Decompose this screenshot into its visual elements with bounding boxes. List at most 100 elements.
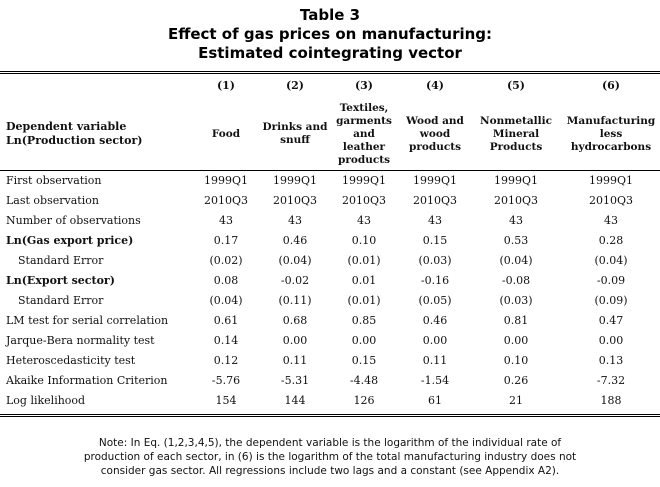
- table-cell: 0.85: [351, 313, 377, 327]
- column-header-line: less: [599, 127, 623, 140]
- table-cell: (0.01): [347, 293, 381, 307]
- table-cell: -0.08: [501, 273, 531, 287]
- table-cell: 61: [428, 393, 442, 407]
- table-row: Number of observations 43 43 43 43 43 43: [0, 210, 660, 230]
- column-header-line: products: [337, 153, 390, 166]
- top-rule-2: [0, 73, 660, 74]
- column-header: Drinks and snuff: [262, 98, 328, 170]
- title-line-3: Estimated cointegrating vector: [198, 44, 462, 62]
- table-cell: -0.02: [280, 273, 310, 287]
- table-cell: 0.10: [351, 233, 377, 247]
- column-header-line: Manufacturing: [566, 114, 656, 127]
- table-cell: (0.03): [499, 293, 533, 307]
- title-line-1: Table 3: [299, 6, 361, 24]
- note-line-3: consider gas sector. All regressions inc…: [100, 465, 560, 477]
- column-number: (3): [354, 78, 374, 92]
- table-cell: (0.03): [418, 253, 452, 267]
- column-header-line: products: [408, 140, 461, 153]
- table-row: Ln(Gas export price) 0.17 0.46 0.10 0.15 0.53…: [0, 230, 660, 250]
- table-cell: 0.46: [422, 313, 448, 327]
- table-row: Standard Error (0.02) (0.04) (0.01) (0.03) (0…: [0, 250, 660, 270]
- table-cell: 0.00: [282, 333, 308, 347]
- table-row: Ln(Export sector) 0.08 -0.02 0.01 -0.16 -0.08…: [0, 270, 660, 290]
- table-cell: 1999Q1: [493, 173, 538, 187]
- column-number: (4): [425, 78, 445, 92]
- column-number-row: (1) (2) (3) (4) (5) (6): [0, 72, 660, 98]
- table-cell: 0.14: [213, 333, 239, 347]
- table-cell: 0.17: [213, 233, 239, 247]
- column-header-line: garments: [336, 114, 392, 127]
- table-cell: 0.13: [598, 353, 624, 367]
- table-cell: 0.47: [598, 313, 624, 327]
- title-line-2: Effect of gas prices on manufacturing:: [167, 25, 493, 43]
- column-header-line: wood: [419, 127, 451, 140]
- row-label: Heteroscedasticity test: [6, 353, 136, 367]
- table-row: Heteroscedasticity test 0.12 0.11 0.15 0.11 0…: [0, 350, 660, 370]
- column-number: (6): [601, 78, 621, 92]
- table-note: Note: In Eq. (1,2,3,4,5), the dependent …: [40, 436, 620, 478]
- table-cell: 0.08: [213, 273, 239, 287]
- table-cell: 0.01: [351, 273, 377, 287]
- table-cell: 0.11: [422, 353, 448, 367]
- row-label: Jarque-Bera normality test: [6, 333, 155, 347]
- table-cell: 0.00: [503, 333, 529, 347]
- row-label: Ln(Gas export price): [6, 233, 134, 247]
- table-cell: 0.81: [503, 313, 529, 327]
- column-header-line: Textiles,: [339, 101, 389, 114]
- table-cell: 1999Q1: [588, 173, 633, 187]
- table-cell: (0.11): [278, 293, 312, 307]
- table-cell: 2010Q3: [588, 193, 633, 207]
- row-label: Standard Error: [18, 293, 104, 307]
- column-number: (2): [285, 78, 305, 92]
- table-cell: -7.32: [596, 373, 626, 387]
- table-cell: (0.09): [594, 293, 628, 307]
- table-cell: 0.28: [598, 233, 624, 247]
- column-header-line: snuff: [280, 134, 310, 146]
- table-title: Table 3 Effect of gas prices on manufact…: [0, 6, 660, 63]
- table-cell: (0.01): [347, 253, 381, 267]
- column-header-row: Dependent variable Ln(Production sector)…: [0, 98, 660, 170]
- row-label: First observation: [6, 173, 102, 187]
- table-cell: 43: [357, 213, 371, 227]
- table-cell: 2010Q3: [341, 193, 386, 207]
- column-header-line: leather: [342, 140, 386, 153]
- table-cell: 0.12: [213, 353, 239, 367]
- table-cell: 43: [288, 213, 302, 227]
- table-cell: 144: [284, 393, 306, 407]
- table-cell: 2010Q3: [412, 193, 457, 207]
- table-cell: (0.04): [278, 253, 312, 267]
- table-cell: 0.00: [598, 333, 624, 347]
- column-header-line: Wood and: [406, 114, 464, 127]
- bottom-rule-1: [0, 414, 660, 415]
- table-cell: -0.09: [596, 273, 626, 287]
- dependent-variable-label: Dependent variable Ln(Production sector): [0, 98, 190, 170]
- row-label: Standard Error: [18, 253, 104, 267]
- header-rule: [0, 170, 660, 171]
- table-cell: 0.26: [503, 373, 529, 387]
- column-header-line: hydrocarbons: [570, 140, 652, 153]
- table-row: Akaike Information Criterion -5.76 -5.31 -4…: [0, 370, 660, 390]
- row-label: Ln(Export sector): [6, 273, 115, 287]
- table-cell: (0.04): [594, 253, 628, 267]
- table-cell: 2010Q3: [493, 193, 538, 207]
- header-label-line: Ln(Production sector): [6, 134, 143, 147]
- table-row: Jarque-Bera normality test 0.14 0.00 0.00 0.…: [0, 330, 660, 350]
- row-label: Number of observations: [6, 213, 141, 227]
- bottom-rule-2: [0, 416, 660, 417]
- table-row: LM test for serial correlation 0.61 0.68 0.…: [0, 310, 660, 330]
- table-cell: 0.15: [422, 233, 448, 247]
- row-label: Log likelihood: [6, 393, 86, 407]
- column-number: (1): [216, 78, 236, 92]
- header-label-line: Dependent variable: [6, 120, 127, 133]
- column-header-line: Food: [211, 127, 241, 140]
- column-header: Manufacturing less hydrocarbons: [562, 98, 660, 170]
- table-cell: 126: [353, 393, 375, 407]
- table-cell: (0.02): [209, 253, 243, 267]
- column-number-blank: [0, 72, 190, 98]
- table-cell: (0.05): [418, 293, 452, 307]
- table-cell: 1999Q1: [341, 173, 386, 187]
- table-cell: 43: [509, 213, 523, 227]
- table-cell: 0.10: [503, 353, 529, 367]
- table-row: Log likelihood 154 144 126 61 21 188: [0, 390, 660, 410]
- table-cell: 154: [215, 393, 237, 407]
